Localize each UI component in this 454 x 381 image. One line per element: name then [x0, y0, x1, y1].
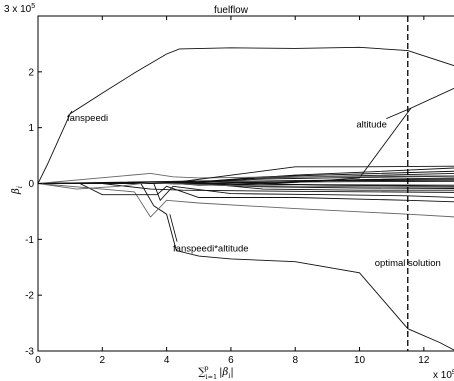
- series-line: [38, 167, 454, 184]
- y-multiplier: 3 x 105: [4, 3, 35, 15]
- y-axis-label-main: β: [11, 188, 22, 195]
- x-axis-label-abs-sub: i: [228, 372, 230, 380]
- x-axis-label: ∑p i=1 |βi|: [198, 364, 234, 381]
- annotation-label: altitude: [356, 120, 387, 131]
- x-tick-label: 6: [228, 355, 234, 366]
- series-line: [38, 87, 454, 186]
- x-axis-label-abs: |β: [219, 367, 228, 378]
- x-tick-label: 4: [164, 355, 170, 366]
- optimal-solution-line-group: optimal solution: [375, 16, 441, 351]
- series-layer: [38, 46, 454, 351]
- y-tick-label: 1: [28, 123, 34, 134]
- x-tick-label: 10: [354, 355, 366, 366]
- x-axis-label-abs-end: |: [230, 367, 233, 378]
- x-axis-label-sub: i=1: [206, 373, 218, 381]
- annotation-layer: fanspeedi altitude fanspeedi*altitude: [67, 107, 412, 255]
- series-line: [38, 46, 454, 184]
- annotation-label: fanspeedi*altitude: [173, 244, 249, 255]
- series-line: [38, 183, 454, 351]
- x-multiplier-exponent: 5: [452, 370, 454, 376]
- annotation-pointer: [169, 214, 178, 242]
- x-tick-label: 12: [418, 355, 430, 366]
- annotation-pointer: [69, 110, 73, 114]
- series-line: [38, 172, 454, 184]
- y-tick-label: -3: [25, 347, 34, 358]
- series-line: [38, 165, 454, 184]
- y-tick-label: 0: [28, 179, 34, 190]
- y-tick-label: -2: [25, 291, 34, 302]
- y-axis-label-sub: i: [16, 186, 24, 188]
- x-multiplier: x 105: [433, 370, 454, 381]
- optimal-solution-label: optimal solution: [375, 258, 441, 269]
- y-multiplier-base: 3 x 10: [4, 4, 32, 15]
- x-axis-label-sum: ∑: [198, 367, 206, 378]
- series-line: [38, 181, 454, 190]
- x-multiplier-base: x 10: [433, 370, 452, 381]
- y-tick-label: 2: [28, 67, 34, 78]
- series-line: [38, 183, 454, 203]
- x-tick-label: 8: [292, 355, 298, 366]
- annotation-label: fanspeedi: [67, 113, 108, 124]
- series-line: [38, 183, 454, 218]
- x-axis-label-sup: p: [204, 364, 208, 372]
- y-axis-label: βi: [11, 186, 24, 195]
- x-tick-label: 2: [100, 355, 106, 366]
- y-tick-label: -1: [25, 235, 34, 246]
- chart-title: fuelflow: [214, 5, 249, 16]
- x-tick-label: 0: [35, 355, 41, 366]
- annotation-pointer: [386, 107, 412, 120]
- y-multiplier-exponent: 5: [31, 3, 35, 10]
